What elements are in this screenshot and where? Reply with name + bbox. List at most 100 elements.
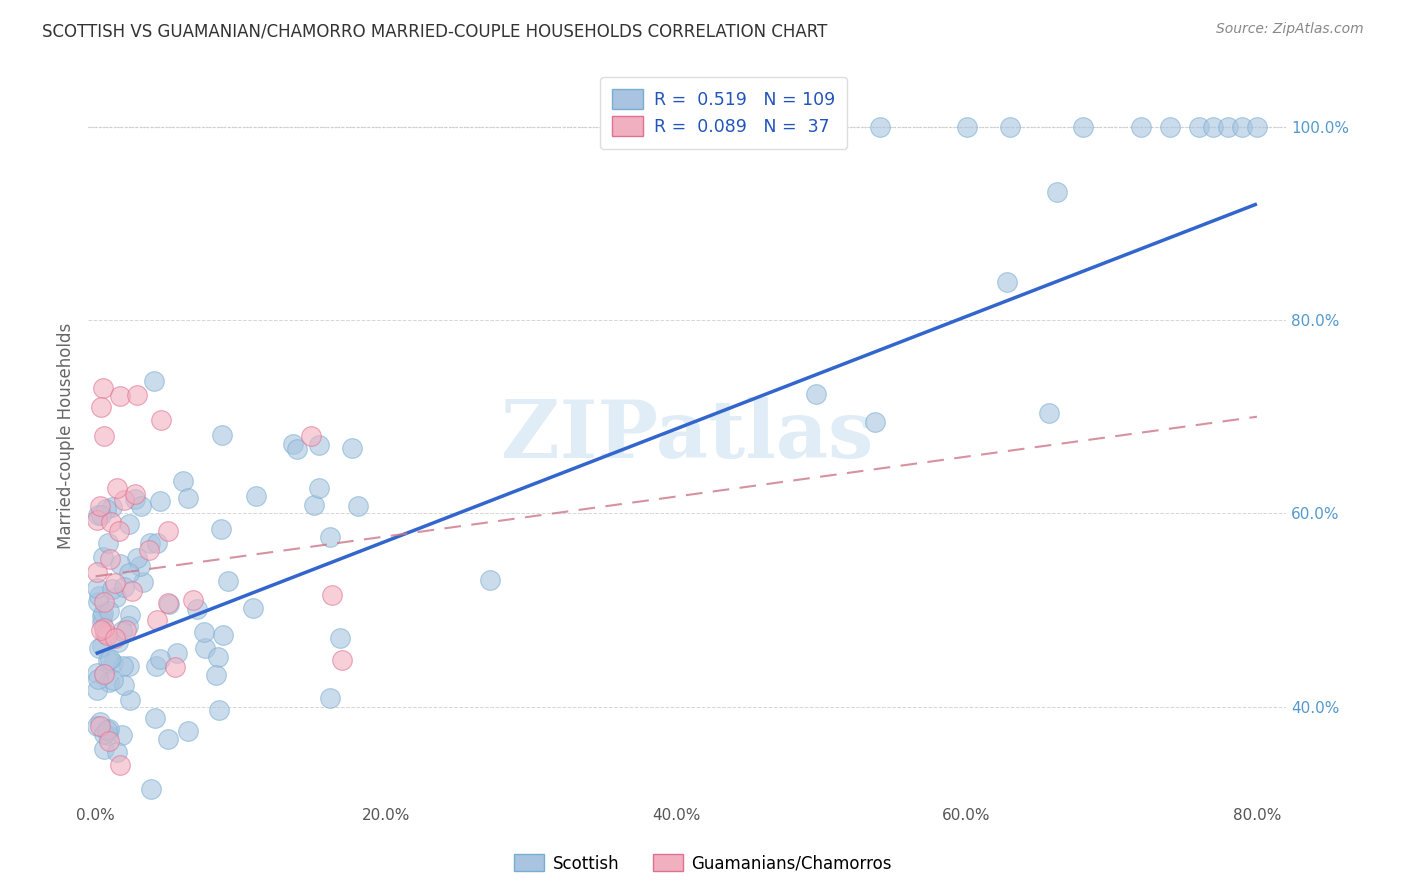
Point — [139, 536, 162, 550]
Point — [308, 481, 330, 495]
Point — [124, 491, 146, 506]
Point — [208, 703, 231, 717]
Point — [1216, 120, 1239, 134]
Point — [157, 597, 180, 611]
Point — [87, 589, 110, 603]
Point — [90, 623, 112, 637]
Point — [211, 628, 233, 642]
Point — [93, 666, 115, 681]
Point — [1246, 120, 1268, 134]
Point — [89, 719, 111, 733]
Point — [94, 626, 117, 640]
Point — [149, 493, 172, 508]
Point — [91, 845, 114, 859]
Point — [177, 491, 200, 505]
Point — [138, 542, 160, 557]
Point — [1159, 120, 1181, 134]
Point — [143, 374, 166, 388]
Point — [181, 593, 204, 607]
Point — [103, 673, 125, 687]
Text: SCOTTISH VS GUAMANIAN/CHAMORRO MARRIED-COUPLE HOUSEHOLDS CORRELATION CHART: SCOTTISH VS GUAMANIAN/CHAMORRO MARRIED-C… — [42, 22, 828, 40]
Point — [107, 635, 129, 649]
Text: ZIPatlas: ZIPatlas — [501, 397, 873, 475]
Point — [111, 624, 134, 639]
Point — [217, 574, 239, 588]
Point — [86, 581, 108, 595]
Point — [86, 683, 108, 698]
Point — [96, 723, 118, 737]
Point — [118, 659, 141, 673]
Point — [998, 120, 1021, 134]
Point — [105, 590, 128, 604]
Point — [129, 559, 152, 574]
Point — [205, 668, 228, 682]
Point — [479, 574, 502, 588]
Point — [90, 508, 112, 522]
Point — [319, 690, 342, 705]
Point — [194, 640, 217, 655]
Point — [96, 627, 118, 641]
Point — [124, 487, 146, 501]
Point — [177, 724, 200, 739]
Legend: Scottish, Guamanians/Chamorros: Scottish, Guamanians/Chamorros — [508, 847, 898, 880]
Point — [1232, 120, 1254, 134]
Point — [86, 719, 108, 733]
Point — [86, 666, 108, 681]
Point — [121, 583, 143, 598]
Point — [112, 580, 135, 594]
Point — [97, 653, 120, 667]
Point — [93, 622, 115, 636]
Point — [995, 276, 1018, 290]
Point — [87, 672, 110, 686]
Point — [89, 641, 111, 656]
Point — [90, 609, 112, 624]
Point — [321, 588, 343, 602]
Point — [91, 549, 114, 564]
Point — [87, 508, 110, 523]
Point — [115, 623, 138, 637]
Point — [149, 651, 172, 665]
Legend: R =  0.519   N = 109, R =  0.089   N =  37: R = 0.519 N = 109, R = 0.089 N = 37 — [600, 78, 848, 149]
Point — [86, 513, 108, 527]
Point — [129, 499, 152, 513]
Point — [90, 400, 112, 414]
Point — [156, 524, 179, 538]
Point — [112, 678, 135, 692]
Point — [163, 660, 186, 674]
Point — [127, 388, 149, 402]
Point — [89, 499, 111, 513]
Point — [347, 500, 370, 514]
Point — [299, 429, 322, 443]
Point — [111, 728, 134, 742]
Point — [98, 733, 121, 747]
Point — [86, 566, 108, 580]
Point — [118, 516, 141, 531]
Point — [156, 731, 179, 746]
Point — [97, 604, 120, 618]
Point — [104, 575, 127, 590]
Point — [132, 574, 155, 589]
Point — [108, 524, 131, 538]
Point — [97, 536, 120, 550]
Point — [118, 607, 141, 622]
Text: Source: ZipAtlas.com: Source: ZipAtlas.com — [1216, 22, 1364, 37]
Point — [97, 728, 120, 742]
Point — [166, 646, 188, 660]
Point — [89, 714, 111, 729]
Point — [108, 389, 131, 403]
Point — [285, 442, 308, 456]
Point — [101, 656, 124, 670]
Point — [804, 386, 827, 401]
Point — [172, 475, 194, 489]
Point — [869, 120, 891, 134]
Point — [111, 659, 134, 673]
Point — [207, 650, 229, 665]
Point — [93, 429, 115, 443]
Point — [98, 722, 121, 736]
Point — [782, 120, 804, 134]
Point — [209, 523, 232, 537]
Point — [91, 381, 114, 395]
Point — [100, 515, 122, 529]
Point — [112, 493, 135, 508]
Point — [1071, 120, 1094, 134]
